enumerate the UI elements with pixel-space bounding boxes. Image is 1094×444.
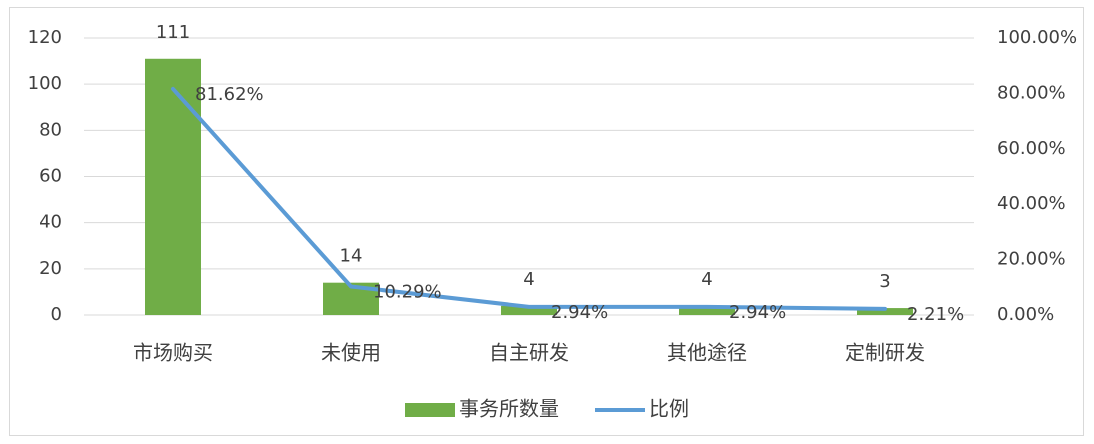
y2-tick-label: 60.00%: [997, 138, 1066, 159]
y-tick-label: 60: [39, 166, 62, 187]
data-label: 10.29%: [373, 281, 442, 302]
y-tick-label: 100: [28, 73, 62, 94]
data-label: 14: [340, 246, 363, 267]
y-tick-label: 40: [39, 212, 62, 233]
y-tick-label: 80: [39, 119, 62, 140]
y2-tick-label: 80.00%: [997, 82, 1066, 103]
legend-label: 比例: [649, 397, 689, 421]
y-tick-label: 120: [28, 27, 62, 48]
x-tick-label: 市场购买: [133, 341, 213, 365]
bar: [501, 305, 557, 315]
y2-tick-label: 40.00%: [997, 193, 1066, 214]
legend-swatch: [405, 403, 455, 417]
data-label: 2.94%: [729, 302, 786, 323]
bar: [145, 58, 201, 316]
y-tick-label: 20: [39, 258, 62, 279]
data-label: 81.62%: [195, 84, 264, 105]
bar: [679, 305, 735, 315]
x-tick-label: 其他途径: [667, 341, 747, 365]
y2-tick-label: 20.00%: [997, 249, 1066, 270]
y-tick-label: 0: [51, 304, 62, 325]
legend-label: 事务所数量: [459, 397, 559, 421]
data-label: 2.94%: [551, 302, 608, 323]
x-tick-label: 定制研发: [845, 341, 925, 365]
x-tick-label: 自主研发: [489, 341, 569, 365]
x-tick-label: 未使用: [321, 341, 381, 365]
bar: [857, 308, 913, 315]
y2-tick-label: 100.00%: [997, 27, 1077, 48]
data-label: 3: [879, 271, 890, 292]
y2-tick-label: 0.00%: [997, 304, 1054, 325]
data-label: 111: [156, 22, 190, 43]
data-label: 2.21%: [907, 304, 964, 325]
data-label: 4: [701, 269, 712, 290]
line: [171, 86, 887, 311]
data-label: 4: [523, 269, 534, 290]
